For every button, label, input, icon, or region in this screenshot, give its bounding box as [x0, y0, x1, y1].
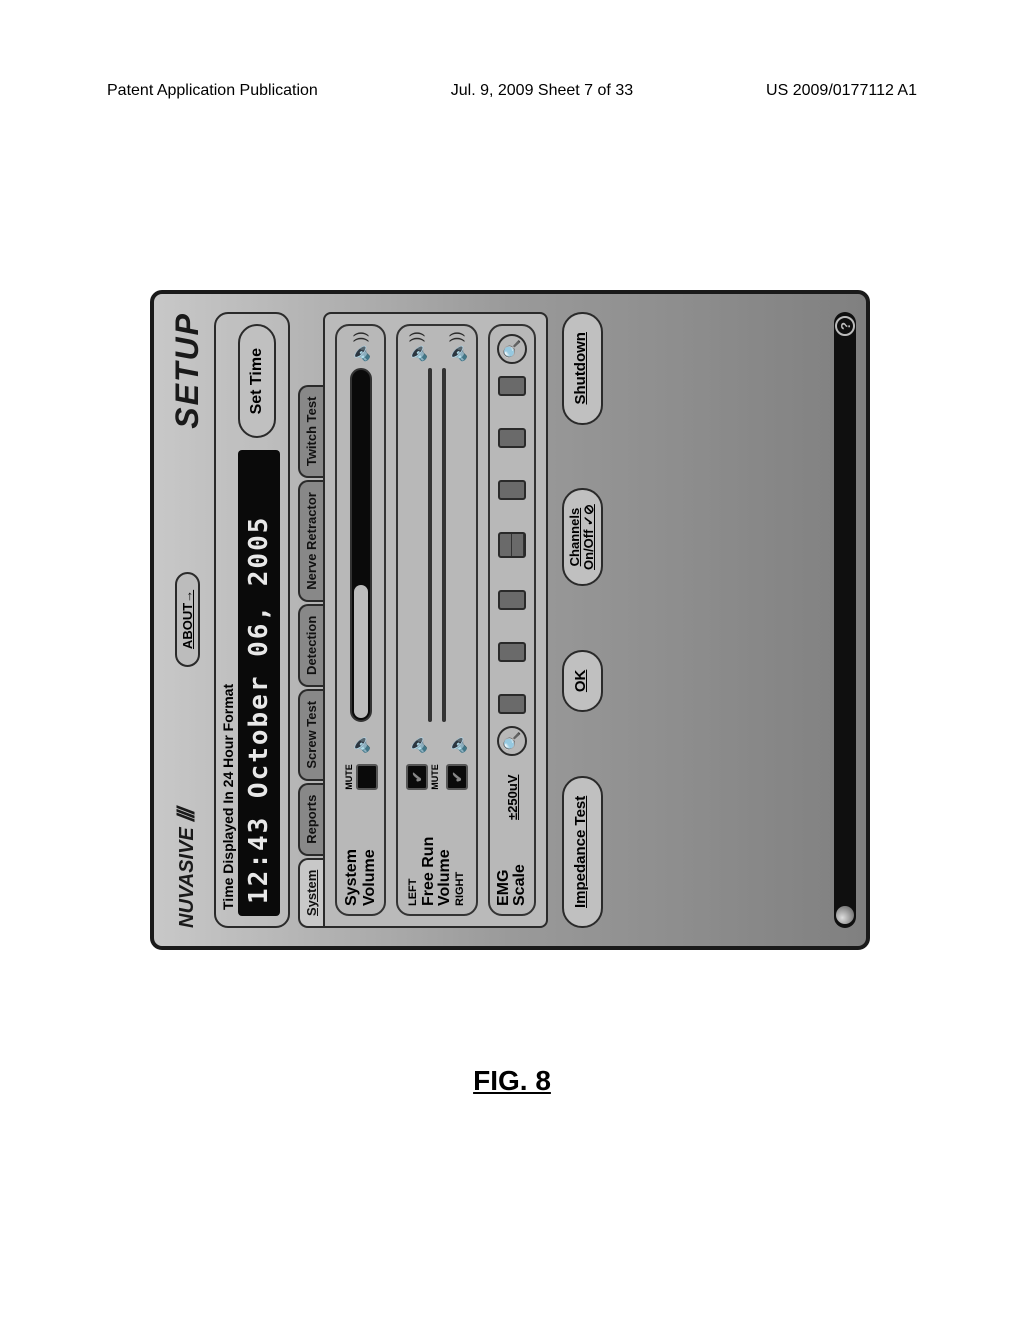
- slider-fill: [354, 585, 368, 718]
- brand-text: NUVASIVE: [176, 827, 199, 928]
- free-run-right-mute[interactable]: ✔: [446, 764, 468, 790]
- emg-scale-row: EMG Scale ±250uV 🔍 🔍: [488, 324, 536, 916]
- tab-twitch-test[interactable]: Twitch Test: [298, 385, 323, 479]
- shutdown-button[interactable]: Shutdown: [562, 312, 603, 424]
- patent-header: Patent Application Publication Jul. 9, 2…: [107, 82, 917, 100]
- emg-scale-label: EMG Scale: [496, 828, 528, 906]
- speaker-high-icon: 🔈)): [404, 334, 430, 360]
- time-display: 12:43 October 06, 2005: [238, 450, 280, 916]
- free-run-label: Free Run Volume: [421, 798, 453, 906]
- impedance-test-button[interactable]: Impedance Test: [562, 776, 603, 928]
- tab-system[interactable]: System: [298, 858, 323, 928]
- ok-button[interactable]: OK: [562, 650, 603, 713]
- zoom-in-button[interactable]: 🔍: [497, 334, 527, 364]
- free-run-right-slider[interactable]: [442, 368, 446, 722]
- speaker-low-icon: 🔈: [348, 730, 374, 756]
- scale-tick: [498, 694, 526, 714]
- system-panel: System Volume MUTE 🔈 🔈)) LEFT Free Run V…: [323, 312, 548, 928]
- time-section: Time Displayed In 24 Hour Format 12:43 O…: [214, 312, 290, 928]
- mute-check-icon: ✔: [406, 764, 428, 790]
- mute-caption: MUTE: [344, 764, 354, 790]
- bottom-button-row: Impedance Test OK Channels On/Off ✓⊘ Shu…: [562, 312, 603, 928]
- system-volume-row: System Volume MUTE 🔈 🔈)): [335, 324, 386, 916]
- mute-caption: MUTE: [430, 764, 440, 790]
- free-run-row: LEFT Free Run Volume RIGHT ✔ MUTE ✔ 🔈 🔈: [396, 324, 478, 916]
- scale-tick: [498, 590, 526, 610]
- system-volume-slider[interactable]: [350, 368, 372, 722]
- tab-detection[interactable]: Detection: [298, 604, 323, 687]
- tab-reports[interactable]: Reports: [298, 783, 323, 856]
- brand-logo: NUVASIVE ///: [173, 810, 201, 928]
- header-center: Jul. 9, 2009 Sheet 7 of 33: [451, 82, 633, 100]
- help-button[interactable]: ?: [835, 316, 855, 336]
- scale-tick: [498, 376, 526, 396]
- about-button[interactable]: ABOUT→: [175, 572, 200, 667]
- channels-button[interactable]: Channels On/Off ✓⊘: [562, 488, 603, 586]
- scale-tick: [498, 480, 526, 500]
- device-rotated-wrapper: NUVASIVE /// ABOUT→ SETUP Time Displayed…: [150, 290, 870, 950]
- brand-stripes-icon: ///: [173, 810, 201, 821]
- figure-caption: FIG. 8: [0, 1065, 1024, 1097]
- mute-checkbox-icon: [356, 764, 378, 790]
- system-volume-label: System Volume: [343, 798, 378, 906]
- free-run-right-label: RIGHT: [455, 798, 466, 906]
- free-run-left-slider[interactable]: [428, 368, 432, 722]
- status-dot-icon: [836, 906, 854, 924]
- speaker-low-icon: 🔈: [404, 730, 430, 756]
- set-time-button[interactable]: Set Time: [238, 324, 276, 438]
- mute-check-icon: ✔: [446, 764, 468, 790]
- speaker-high-icon: 🔈)): [444, 334, 470, 360]
- device-screen: NUVASIVE /// ABOUT→ SETUP Time Displayed…: [150, 290, 870, 950]
- emg-scale-ticks[interactable]: [498, 372, 526, 718]
- tab-bar: System Reports Screw Test Detection Nerv…: [298, 312, 323, 928]
- tab-screw-test[interactable]: Screw Test: [298, 689, 323, 781]
- emg-scale-value: ±250uV: [505, 764, 520, 820]
- tab-nerve-retractor[interactable]: Nerve Retractor: [298, 480, 323, 602]
- footer-bar: ?: [834, 312, 856, 928]
- system-mute[interactable]: MUTE: [344, 764, 378, 790]
- header-right: US 2009/0177112 A1: [766, 82, 917, 100]
- zoom-out-button[interactable]: 🔍: [497, 726, 527, 756]
- scale-tick: [498, 532, 526, 558]
- setup-title: SETUP: [169, 312, 206, 429]
- header-left: Patent Application Publication: [107, 82, 318, 100]
- scale-tick: [498, 642, 526, 662]
- top-bar: NUVASIVE /// ABOUT→ SETUP: [168, 312, 206, 928]
- scale-tick: [498, 428, 526, 448]
- speaker-low-icon: 🔈: [444, 730, 470, 756]
- free-run-left-label: LEFT: [408, 798, 419, 906]
- speaker-high-icon: 🔈)): [348, 334, 374, 360]
- time-format-caption: Time Displayed In 24 Hour Format: [220, 450, 236, 910]
- free-run-left-mute[interactable]: ✔ MUTE: [406, 764, 440, 790]
